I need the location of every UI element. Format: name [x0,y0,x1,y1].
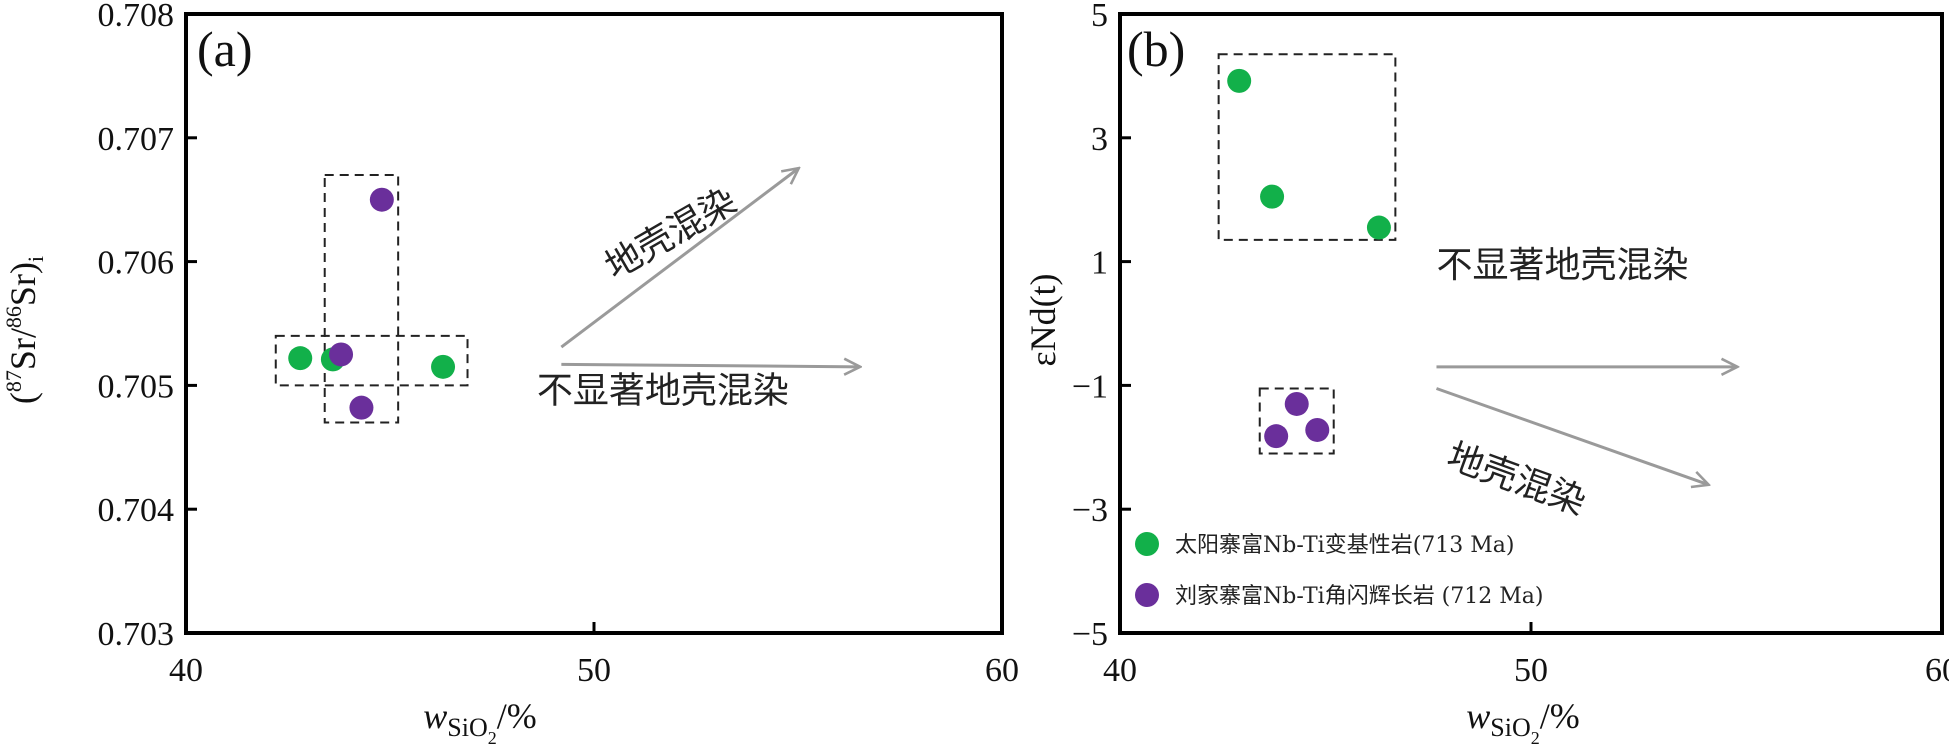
y-tick-label: 0.705 [98,368,175,405]
data-point-purple [329,342,354,367]
panel-label: (b) [1127,21,1185,77]
ticks-layer: −5 −3 −1 1 3 5 40 50 60 [1072,0,1949,689]
x-tick-label: 50 [577,652,611,689]
legend-marker-green [1135,532,1159,556]
points-layer [288,187,456,420]
y-tick-label: −5 [1072,616,1108,653]
group-box [274,334,469,387]
plot-frame [184,12,1004,635]
trend-label: 地壳混染 [1442,436,1591,524]
x-tick-label: 60 [1925,652,1949,689]
trend-arrow [1435,387,1707,484]
x-axis-label: wSiO2/% [423,696,536,744]
data-point-green [431,354,456,379]
y-axis-label: εNd(t) [1023,273,1063,366]
legend-marker-purple [1135,583,1159,607]
data-point-purple [1284,391,1309,416]
data-point-green [288,346,313,371]
y-tick-label: 0.703 [98,616,175,653]
data-point-purple [369,187,394,212]
trend-label: 地壳混染 [598,180,743,288]
legend-label-green: 太阳寨富Nb-Ti变基性岩(713 Ma) [1175,533,1515,558]
group-box [323,173,400,424]
trend-arrow [561,364,859,366]
data-point-green [1366,215,1391,240]
x-tick-label: 50 [1514,652,1548,689]
boxes-layer [1217,53,1397,455]
y-tick-label: 1 [1091,245,1108,282]
y-axis-label: (87Sr/86Sr)i [1,256,48,404]
panel-a: 0.703 0.704 0.705 0.706 0.707 0.708 40 50 60 地壳混… [1,0,1019,744]
x-tick-label: 60 [985,652,1019,689]
y-tick-label: 0.708 [98,0,175,34]
group-box [1258,387,1335,455]
y-tick-label: 0.704 [98,492,175,529]
y-tick-label: 3 [1091,121,1108,158]
y-tick-label: 5 [1091,0,1108,34]
data-point-purple [349,395,374,420]
panel-label: (a) [197,21,253,77]
data-point-green [1260,184,1285,209]
y-tick-label: −3 [1072,492,1108,529]
trend-label: 不显著地壳混染 [1436,245,1688,286]
ticks-layer: 0.703 0.704 0.705 0.706 0.707 0.708 40 50 60 [98,0,1020,689]
data-point-purple [1264,424,1289,449]
legend-label-purple: 刘家寨富Nb-Ti角闪辉长岩 (712 Ma) [1175,584,1543,609]
group-box [1217,53,1397,241]
x-tick-label: 40 [1103,652,1137,689]
data-point-green [1227,68,1252,93]
trend-label: 不显著地壳混染 [537,371,789,412]
data-point-purple [1305,417,1330,442]
y-tick-label: 0.706 [98,245,175,282]
boxes-layer [274,173,469,424]
points-layer [1227,68,1391,449]
trend-arrow [560,169,798,349]
x-tick-label: 40 [169,652,203,689]
y-tick-label: −1 [1072,368,1108,405]
plot-frame [1118,12,1944,635]
x-axis-label: wSiO2/% [1466,696,1579,744]
legend: 太阳寨富Nb-Ti变基性岩(713 Ma) 刘家寨富Nb-Ti角闪辉长岩 (71… [1135,532,1543,609]
y-tick-label: 0.707 [98,121,175,158]
